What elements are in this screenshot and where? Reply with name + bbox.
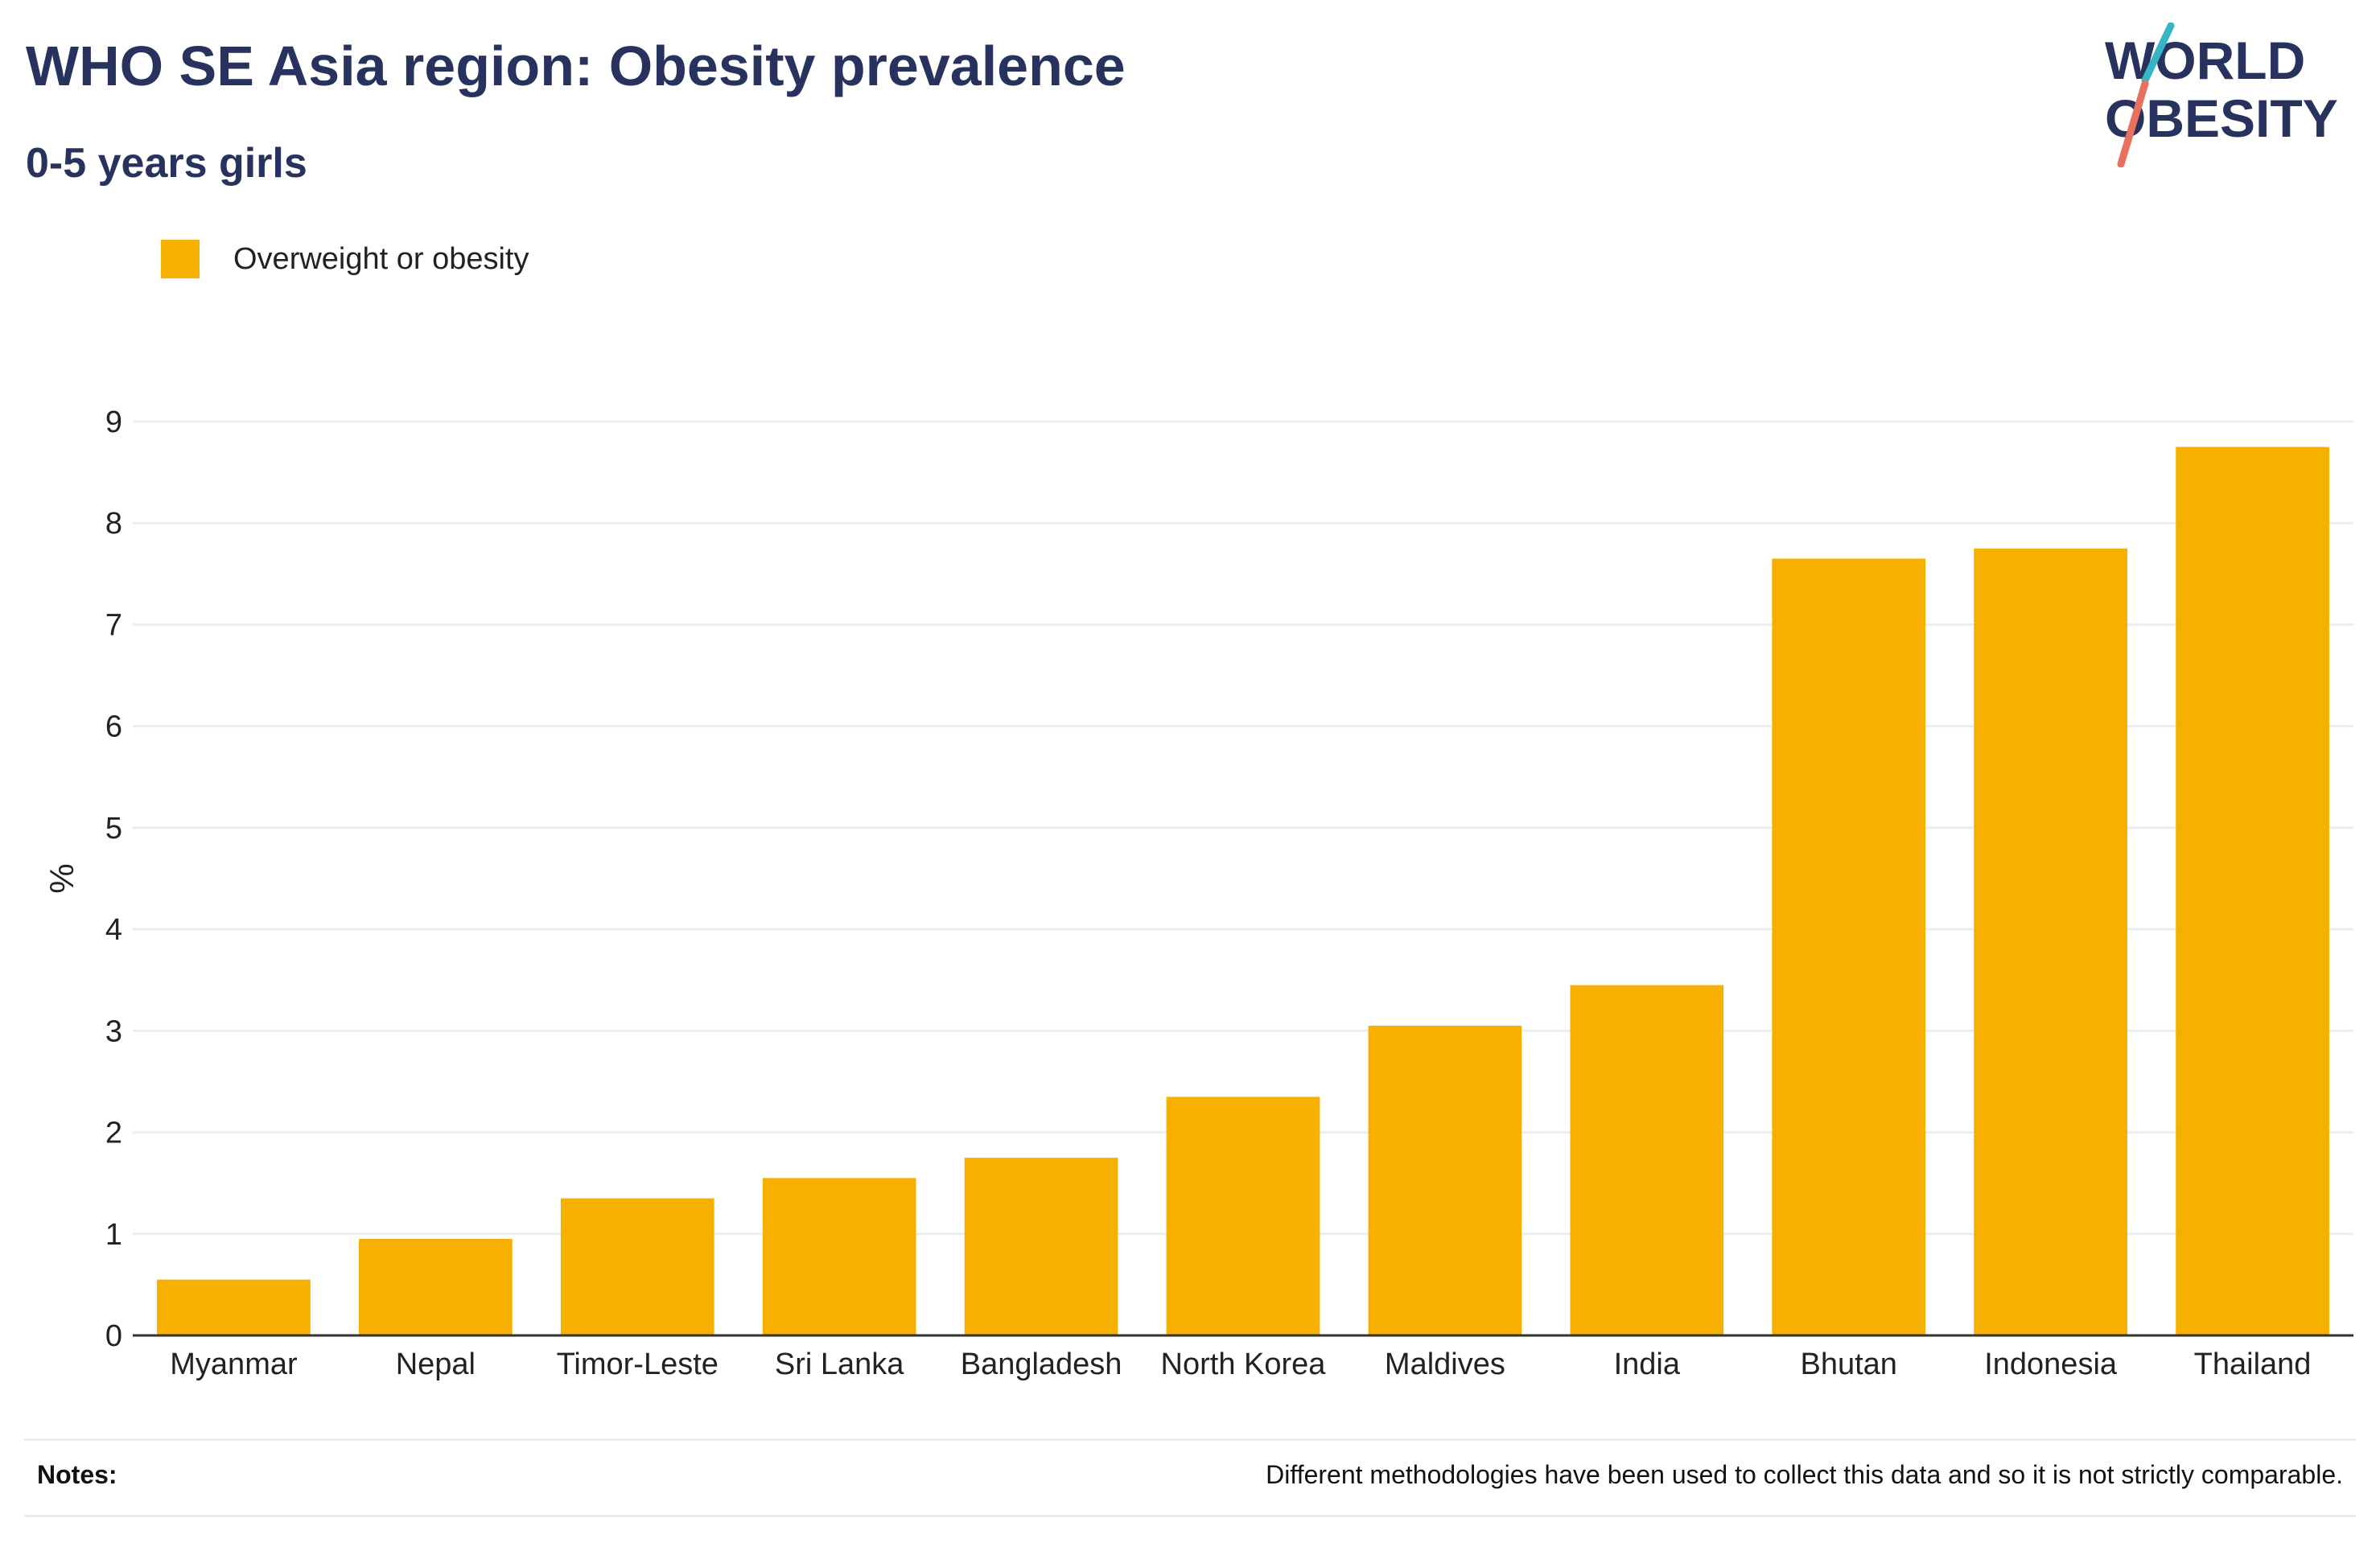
y-axis-label: %: [43, 863, 80, 893]
legend: Overweight or obesity: [161, 240, 529, 278]
x-tick-label: Maldives: [1385, 1347, 1505, 1381]
x-tick-label: Thailand: [2194, 1347, 2312, 1381]
x-tick-label: Sri Lanka: [775, 1347, 904, 1381]
notes-label: Notes:: [37, 1460, 117, 1489]
notes-text: Different methodologies have been used t…: [1266, 1460, 2343, 1489]
bar-myanmar: [157, 1279, 311, 1335]
chart-title: WHO SE Asia region: Obesity prevalence: [26, 35, 1126, 97]
y-tick-label: 2: [105, 1117, 122, 1150]
bar-india: [1570, 985, 1724, 1335]
logo-slash-bottom: [2117, 80, 2149, 167]
y-tick-label: 0: [105, 1319, 122, 1353]
bar-maldives: [1368, 1026, 1522, 1335]
bar-bangladesh: [964, 1158, 1118, 1335]
bar-indonesia: [1974, 548, 2127, 1335]
x-tick-label: Bhutan: [1801, 1347, 1897, 1381]
bar-sri-lanka: [762, 1178, 916, 1335]
bar-nepal: [359, 1239, 513, 1335]
x-tick-label: Bangladesh: [961, 1347, 1122, 1381]
legend-label: Overweight or obesity: [233, 241, 529, 276]
x-tick-label: North Korea: [1161, 1347, 1327, 1381]
x-axis-ticks: Myanmar Nepal Timor-Leste Sri Lanka Banglade…: [170, 1347, 2311, 1381]
y-tick-label: 4: [105, 913, 122, 947]
bar-thailand: [2176, 446, 2329, 1335]
bars: [157, 446, 2329, 1335]
bar-bhutan: [1772, 558, 1926, 1335]
y-tick-label: 5: [105, 812, 122, 846]
logo-slash-top: [2141, 23, 2175, 84]
y-tick-label: 7: [105, 608, 122, 642]
y-tick-label: 9: [105, 405, 122, 439]
y-tick-label: 8: [105, 507, 122, 541]
legend-swatch: [161, 240, 200, 278]
logo-word-world: WORLD: [2105, 31, 2305, 90]
bar-chart: 0 1 2 3 4 5 6 7 8 9 Myanmar Nepal Timor-Leste Sri La…: [43, 405, 2353, 1381]
y-tick-label: 1: [105, 1218, 122, 1252]
x-tick-label: India: [1614, 1347, 1681, 1381]
x-tick-label: Nepal: [396, 1347, 476, 1381]
y-tick-label: 6: [105, 710, 122, 744]
y-axis-ticks: 0 1 2 3 4 5 6 7 8 9: [105, 405, 122, 1353]
x-tick-label: Indonesia: [1984, 1347, 2118, 1381]
x-tick-label: Timor-Leste: [557, 1347, 719, 1381]
bar-timor-leste: [560, 1198, 714, 1335]
notes-bar: Notes: Different methodologies have been…: [24, 1438, 2356, 1517]
bar-north-korea: [1166, 1096, 1320, 1335]
chart-subtitle: 0-5 years girls: [26, 140, 307, 187]
y-tick-label: 3: [105, 1014, 122, 1048]
world-obesity-logo: WORLD OBESITY: [2105, 23, 2338, 167]
x-tick-label: Myanmar: [170, 1347, 298, 1381]
